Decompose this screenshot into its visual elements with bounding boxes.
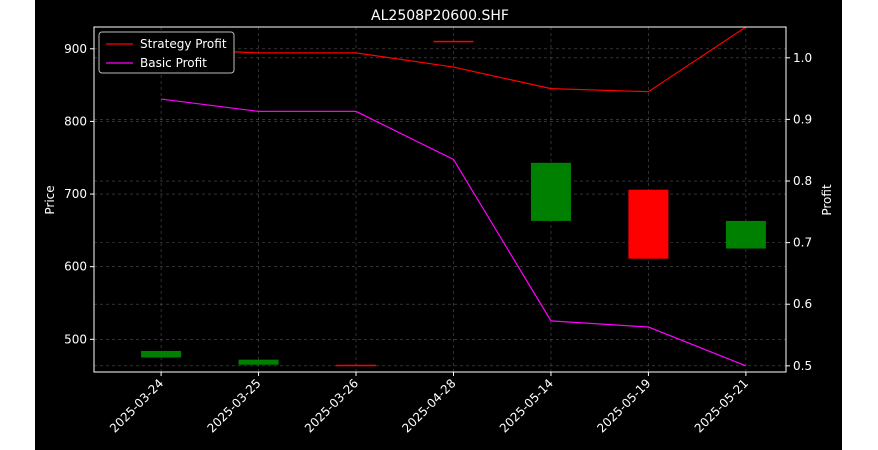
- y-tick-label-left: 600: [64, 260, 87, 274]
- candle: [238, 359, 279, 365]
- legend-label-basic-profit: Basic Profit: [140, 56, 207, 70]
- y-tick-label-right: 0.5: [793, 359, 812, 373]
- x-tick-label: 2025-03-25: [204, 376, 263, 435]
- candlestick-chart: AL2508P20600.SHF 2025-03-24 2025-03-25 202…: [43, 8, 834, 435]
- plot-frame: [93, 26, 787, 373]
- chart-container: AL2508P20600.SHF 2025-03-24 2025-03-25 202…: [35, 0, 842, 450]
- y-axis-right: 0.5 0.6 0.7 0.8 0.9 1.0: [786, 51, 812, 373]
- y-tick-label-right: 1.0: [793, 51, 812, 65]
- candle: [141, 350, 182, 358]
- y-tick-label-left: 900: [64, 42, 87, 56]
- candle: [530, 162, 571, 221]
- x-tick-label: 2025-04-28: [399, 376, 458, 435]
- y-axis-left: 500 600 700 800 900: [64, 42, 94, 346]
- candle: [433, 40, 474, 43]
- chart-title: AL2508P20600.SHF: [371, 8, 509, 24]
- y-axis-left-title: Price: [43, 185, 57, 214]
- legend-label-strategy-profit: Strategy Profit: [140, 37, 227, 51]
- profit-lines: [161, 26, 747, 367]
- x-axis: 2025-03-24 2025-03-25 2025-03-26 2025-04-28…: [107, 372, 751, 435]
- y-tick-label-right: 0.8: [793, 174, 812, 188]
- x-tick-label: 2025-05-14: [497, 376, 556, 435]
- candles-group: [141, 40, 766, 367]
- y-tick-label-left: 500: [64, 332, 87, 346]
- legend: Strategy Profit Basic Profit: [98, 31, 235, 74]
- x-tick-label: 2025-03-24: [107, 376, 166, 435]
- y-tick-label-left: 800: [64, 114, 87, 128]
- y-tick-label-left: 700: [64, 187, 87, 201]
- x-tick-label: 2025-05-19: [594, 376, 653, 435]
- y-tick-label-right: 0.7: [793, 236, 812, 250]
- candle: [628, 189, 669, 259]
- y-tick-label-right: 0.6: [793, 297, 812, 311]
- series-line: [161, 98, 747, 367]
- grid-lines: [94, 27, 786, 372]
- y-axis-right-title: Profit: [820, 184, 834, 216]
- x-tick-label: 2025-03-26: [302, 376, 361, 435]
- candle: [725, 220, 766, 249]
- x-tick-label: 2025-05-21: [692, 376, 751, 435]
- candle: [336, 364, 377, 367]
- series-line: [161, 26, 747, 93]
- y-tick-label-right: 0.9: [793, 112, 812, 126]
